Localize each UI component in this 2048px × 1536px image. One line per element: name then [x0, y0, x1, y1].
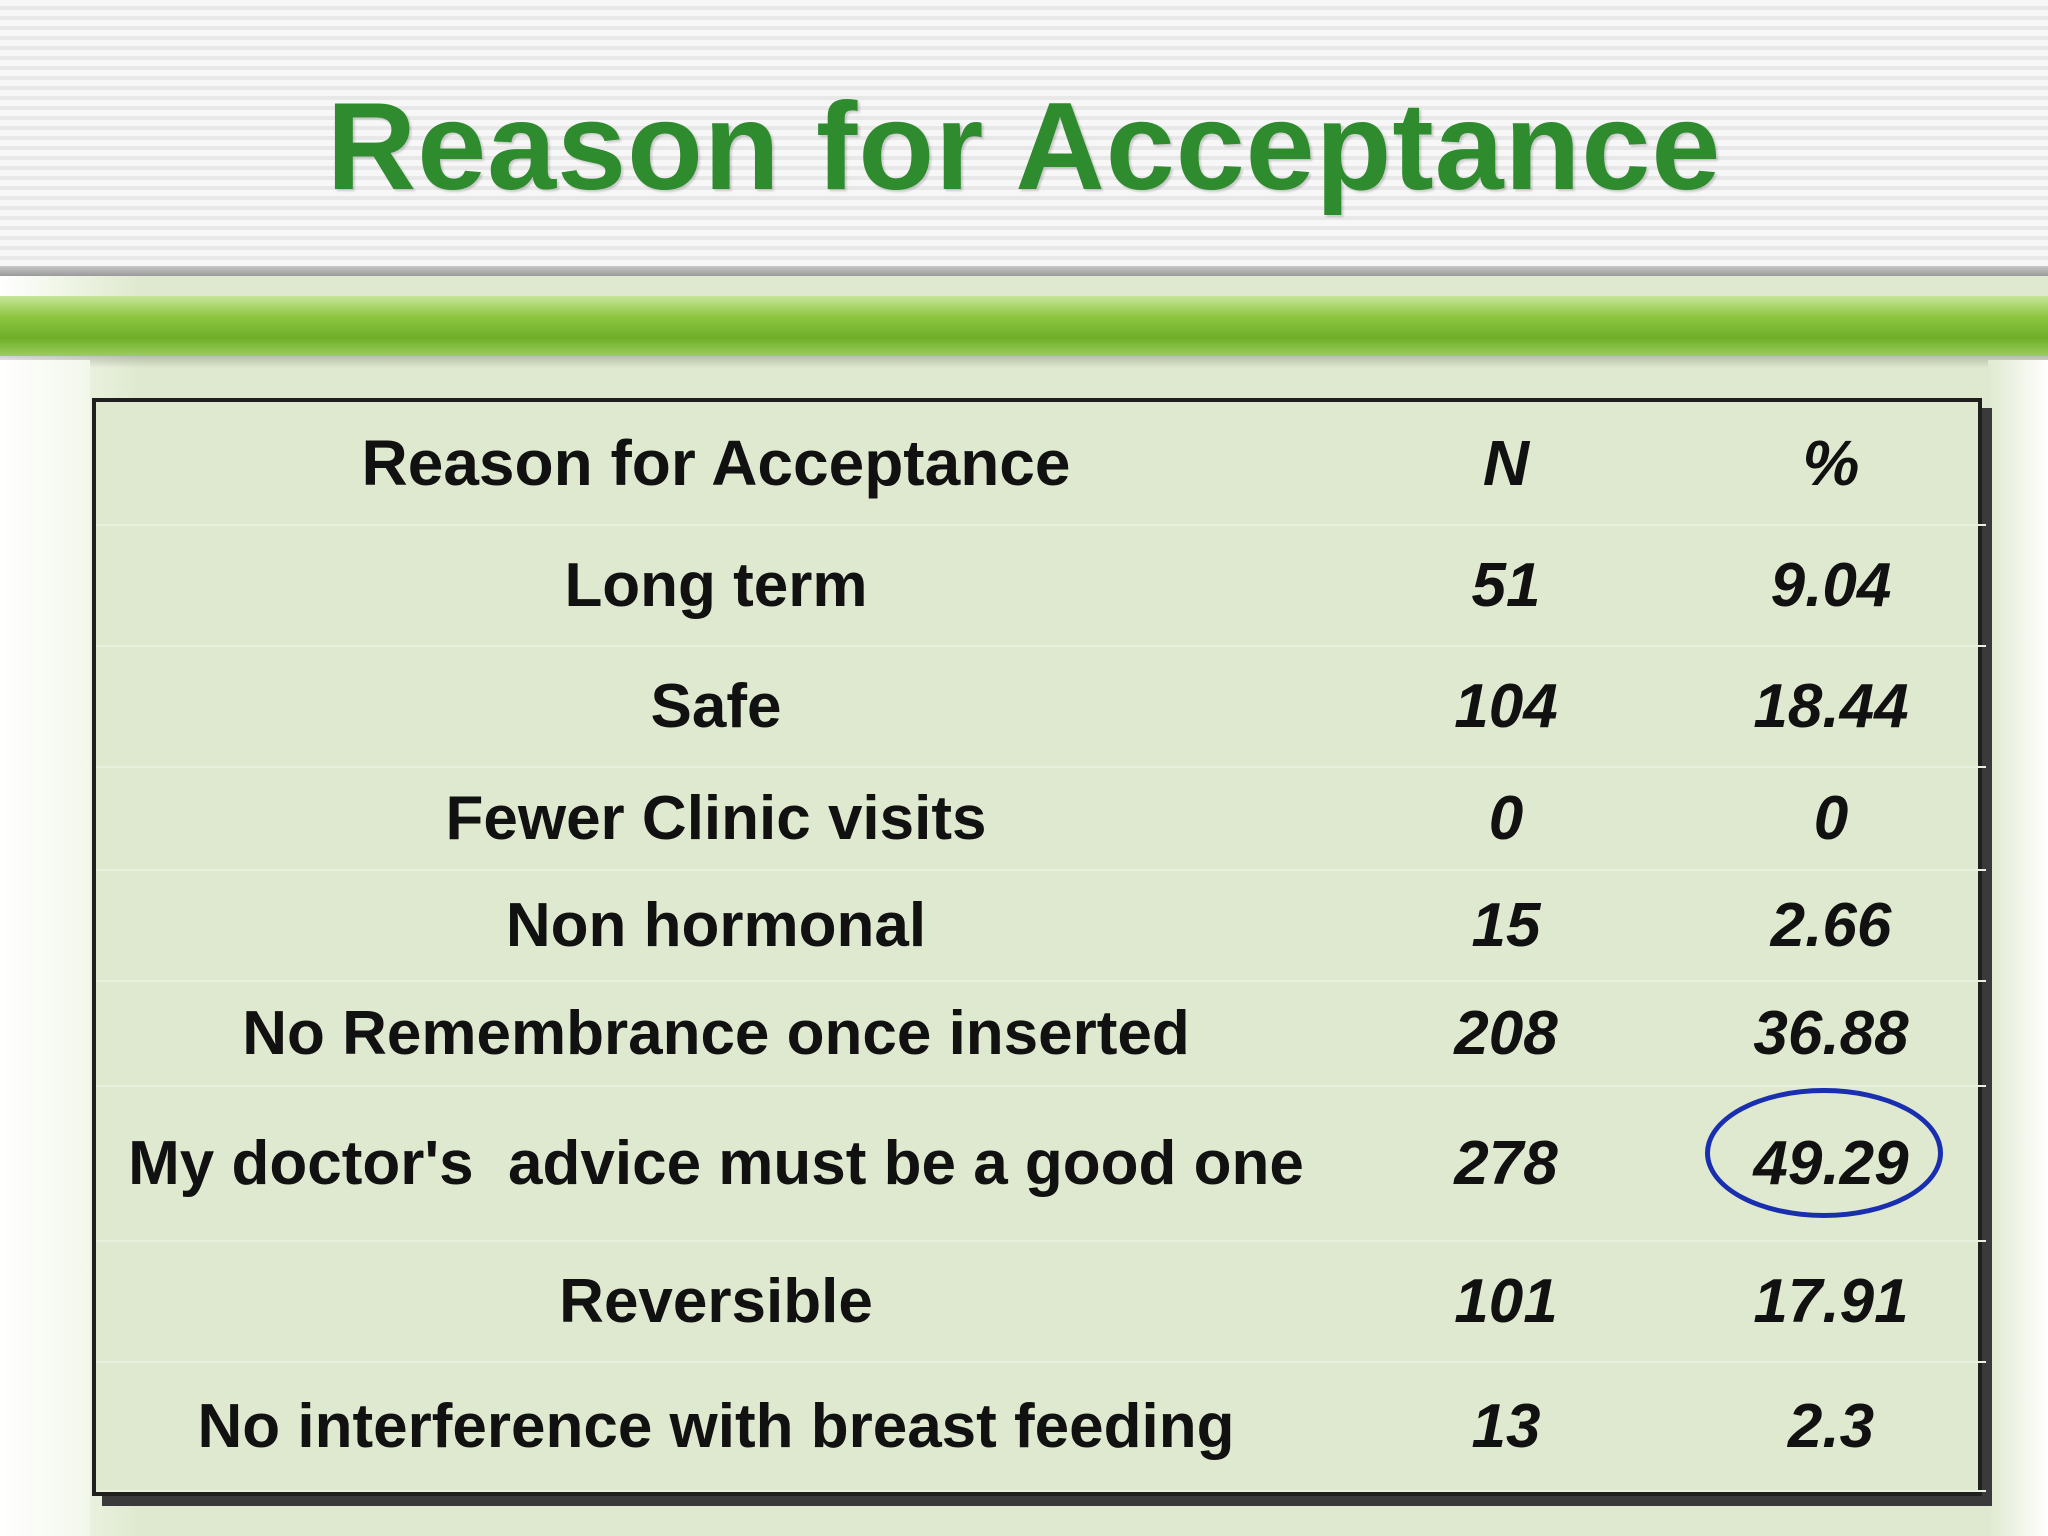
reason-cell: Safe [96, 646, 1336, 769]
n-cell: 278 [1336, 1085, 1676, 1242]
percent-cell: 2.3 [1676, 1361, 1986, 1493]
reason-cell: No interference with breast feeding [96, 1361, 1336, 1493]
percent-cell: 36.88 [1676, 980, 1986, 1087]
green-accent-bar [0, 296, 2048, 356]
n-cell: 104 [1336, 646, 1676, 769]
reason-cell: Fewer Clinic visits [96, 767, 1336, 871]
percent-cell-highlighted: 49.29 [1676, 1085, 1986, 1242]
table-row: My doctor's advice must be a good one 27… [96, 1085, 1986, 1242]
reason-cell: No Remembrance once inserted [96, 980, 1336, 1087]
table-row: No interference with breast feeding 13 2… [96, 1361, 1986, 1493]
header-reason: Reason for Acceptance [96, 402, 1336, 527]
left-gradient-accent [0, 360, 90, 1536]
percent-cell: 9.04 [1676, 525, 1986, 648]
n-cell: 51 [1336, 525, 1676, 648]
reason-cell: Long term [96, 525, 1336, 648]
n-cell: 0 [1336, 767, 1676, 871]
table-panel: Reason for Acceptance N % Long term 51 9… [92, 398, 1986, 1496]
n-cell: 13 [1336, 1361, 1676, 1493]
table-header-row: Reason for Acceptance N % [96, 402, 1986, 527]
table-row: Reversible 101 17.91 [96, 1240, 1986, 1363]
header-percent: % [1676, 402, 1986, 527]
n-cell: 208 [1336, 980, 1676, 1087]
accent-bar-shadow [0, 356, 2048, 368]
table-row: Long term 51 9.04 [96, 525, 1986, 648]
n-cell: 101 [1336, 1240, 1676, 1363]
highlighted-value: 49.29 [1705, 1087, 1944, 1218]
table-row: Non hormonal 15 2.66 [96, 869, 1986, 982]
highlight-circle-annotation [1705, 1087, 1944, 1218]
percent-cell: 17.91 [1676, 1240, 1986, 1363]
header-n: N [1336, 402, 1676, 527]
percent-cell: 0 [1676, 767, 1986, 871]
table-row: No Remembrance once inserted 208 36.88 [96, 980, 1986, 1087]
slide-title: Reason for Acceptance [326, 78, 1722, 216]
header-divider [0, 266, 2048, 276]
header-band [0, 0, 2048, 272]
reason-cell: Non hormonal [96, 869, 1336, 982]
reason-cell: Reversible [96, 1240, 1336, 1363]
n-cell: 15 [1336, 869, 1676, 982]
table-row: Fewer Clinic visits 0 0 [96, 767, 1986, 871]
acceptance-table: Reason for Acceptance N % Long term 51 9… [96, 402, 1986, 1493]
reason-cell: My doctor's advice must be a good one [96, 1085, 1336, 1242]
table-row: Safe 104 18.44 [96, 646, 1986, 769]
percent-cell: 18.44 [1676, 646, 1986, 769]
right-gradient-accent [1988, 360, 2048, 1536]
percent-cell: 2.66 [1676, 869, 1986, 982]
